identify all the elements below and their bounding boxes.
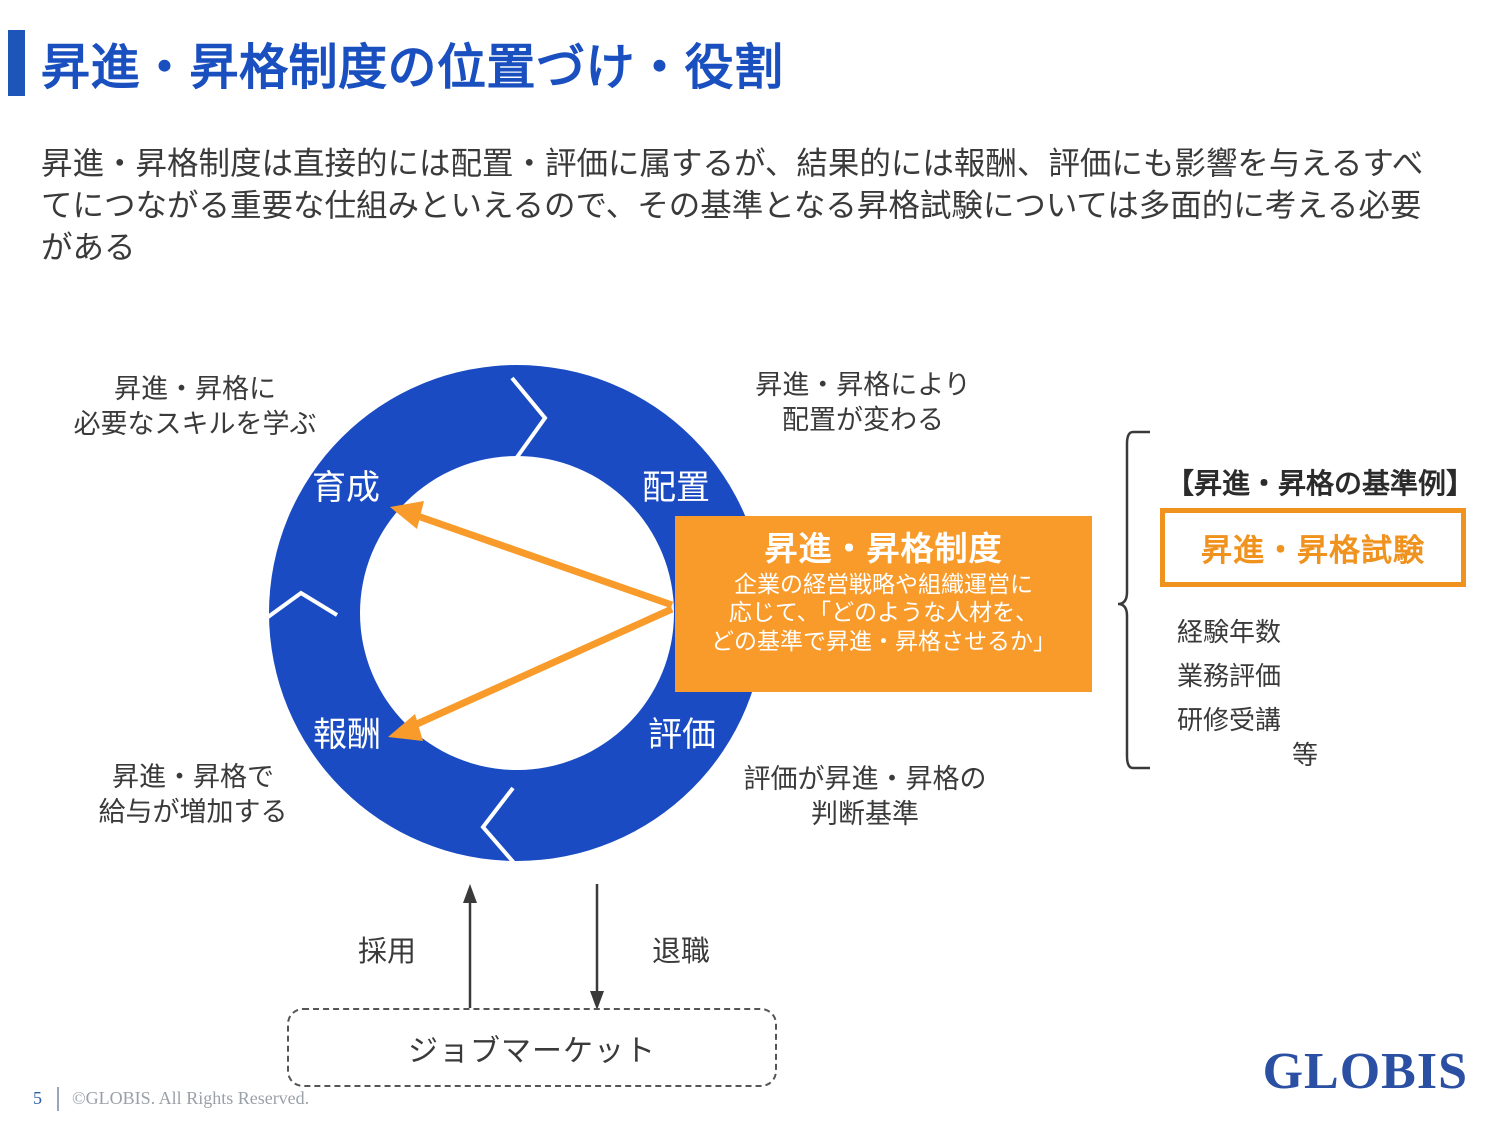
- leave-arrow: [590, 884, 604, 1010]
- note-haichi: 昇進・昇格により 配置が変わる: [755, 370, 971, 436]
- job-market-box: ジョブマーケット: [287, 1008, 777, 1087]
- criteria-panel: 【昇進・昇格の基準例】 昇進・昇格試験 経験年数 業務評価 研修受講 等: [1125, 430, 1485, 775]
- ring-chevron-left: [266, 590, 339, 619]
- ring-label-haichi: 配置: [642, 469, 710, 507]
- lead-paragraph: 昇進・昇格制度は直接的には配置・評価に属するが、結果的には報酬、評価にも影響を与…: [41, 145, 1424, 265]
- promotion-system-title: 昇進・昇格制度: [764, 530, 1003, 567]
- note-ikusei: 昇進・昇格に 必要なスキルを学ぶ: [73, 374, 317, 440]
- title-accent-bar: [8, 30, 25, 96]
- ring-label-hoshu: 報酬: [313, 716, 381, 754]
- ring-label-hyoka: 評価: [648, 716, 716, 754]
- page-title: 昇進・昇格制度の位置づけ・役割: [41, 41, 784, 95]
- footer-page-number: 5: [33, 1088, 42, 1108]
- ring-chevron-bottom: [480, 786, 517, 866]
- promotion-exam-highlight-box: 昇進・昇格試験: [1160, 508, 1466, 587]
- promotion-exam-label: 昇進・昇格試験: [1201, 533, 1425, 568]
- brand-logo: GLOBIS: [1262, 1043, 1468, 1100]
- promotion-system-box: 昇進・昇格制度 企業の経営戦略や組織運営に 応じて、「どのような人材を、 どの基…: [675, 516, 1092, 692]
- note-hoshu: 昇進・昇格で 給与が増加する: [98, 762, 288, 828]
- job-market-label: ジョブマーケット: [408, 1034, 656, 1068]
- leave-label: 退職: [652, 936, 711, 968]
- promotion-system-description: 企業の経営戦略や組織運営に 応じて、「どのような人材を、 どの基準で昇進・昇格さ…: [711, 570, 1056, 654]
- connector-arrow-to-hoshu: [388, 605, 674, 741]
- criteria-heading: 【昇進・昇格の基準例】: [1165, 468, 1474, 499]
- criteria-item: 等: [1292, 740, 1319, 770]
- footer-divider: [57, 1087, 59, 1111]
- criteria-item: 研修受講: [1177, 705, 1282, 735]
- connector-arrow-to-ikusei: [390, 501, 674, 609]
- ring-chevron-top: [508, 376, 548, 469]
- ring-label-ikusei: 育成: [312, 469, 380, 507]
- criteria-item: 業務評価: [1177, 661, 1282, 691]
- criteria-item: 経験年数: [1177, 617, 1282, 647]
- hire-label: 採用: [358, 936, 417, 968]
- footer-copyright: ©GLOBIS. All Rights Reserved.: [72, 1088, 310, 1108]
- note-hyoka: 評価が昇進・昇格の 判断基準: [743, 764, 987, 830]
- hire-arrow: [463, 884, 477, 1008]
